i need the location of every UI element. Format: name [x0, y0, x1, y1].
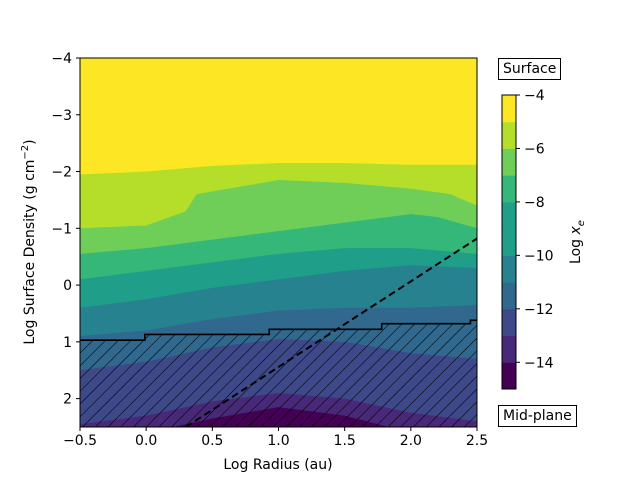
colorbar-segment — [502, 255, 516, 283]
colorbar-frame — [501, 94, 517, 390]
colorbar-segment — [502, 121, 516, 149]
colorbar-tick-label: −10 — [524, 248, 554, 264]
colorbar-segment — [502, 148, 516, 176]
colorbar-segment — [502, 362, 516, 390]
dashed-line — [185, 237, 477, 427]
y-tick-label: 1 — [63, 335, 72, 351]
x-axis: −0.5 0.0 0.5 1.0 1.5 2.0 2.5 — [63, 427, 488, 449]
x-axis-label: Log Radius (au) — [223, 457, 332, 473]
y-axis: −4 −3 −2 −1 0 1 2 — [51, 51, 80, 408]
colorbar-segment — [502, 95, 516, 123]
y-tick-label: −1 — [51, 221, 72, 237]
y-tick-label: −2 — [51, 165, 72, 181]
colorbar-segment — [502, 335, 516, 363]
colorbar-segment — [502, 201, 516, 230]
hatched-region — [80, 320, 477, 427]
x-tick-label: −0.5 — [63, 433, 97, 449]
y-axis-label: Log Surface Density (g cm−2) — [20, 139, 38, 344]
x-tick-label: 2.0 — [400, 433, 422, 449]
y-tick-label: 0 — [63, 278, 72, 294]
plot-overlay — [80, 237, 477, 427]
colorbar-tick-label: −12 — [524, 302, 554, 318]
x-tick-label: 1.5 — [334, 433, 356, 449]
colorbar-segment — [502, 228, 516, 256]
colorbar-tick-label: −6 — [524, 141, 545, 157]
hatched-region-boundary — [80, 319, 477, 341]
x-tick-label: 0.0 — [135, 433, 157, 449]
colorbar-ticks: −4 −6 −8 −10 −12 −14 — [516, 88, 554, 371]
y-tick-label: −3 — [51, 108, 72, 124]
colorbar-tick-label: −8 — [524, 195, 545, 211]
surface-annotation: Surface — [498, 58, 562, 80]
y-tick-label: −4 — [51, 51, 72, 67]
y-tick-label: 2 — [63, 392, 72, 408]
midplane-annotation: Mid-plane — [498, 405, 577, 427]
x-tick-label: 2.5 — [466, 433, 488, 449]
x-tick-label: 1.0 — [267, 433, 289, 449]
colorbar-label: Log xe — [568, 220, 587, 264]
colorbar-tick-label: −4 — [524, 88, 545, 104]
colorbar-segment — [502, 175, 516, 203]
colorbar-segment — [502, 308, 516, 337]
colorbar — [502, 95, 516, 390]
x-tick-label: 0.5 — [201, 433, 223, 449]
colorbar-segment — [502, 282, 516, 310]
colorbar-tick-label: −14 — [524, 355, 554, 371]
